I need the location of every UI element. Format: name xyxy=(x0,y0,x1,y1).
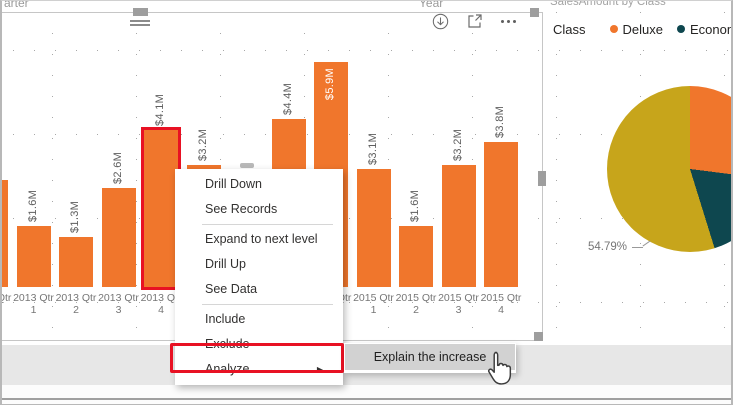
drill-down-icon[interactable] xyxy=(432,13,449,30)
bar-data-label: $3.1M xyxy=(366,132,379,165)
bar-data-label: $3.8M xyxy=(494,105,506,138)
bar-data-label: $5.9M xyxy=(324,67,336,100)
column-bar[interactable] xyxy=(101,187,136,287)
drag-grip-icon[interactable] xyxy=(130,24,150,26)
column-bar[interactable] xyxy=(144,130,178,287)
menu-item-drill-up[interactable]: Drill Up xyxy=(205,257,246,271)
context-menu: Drill Down See Records Expand to next leve… xyxy=(175,169,343,385)
bar-data-label: $3.2M xyxy=(196,128,209,161)
menu-item-analyze[interactable]: Analyze ▶ xyxy=(175,357,343,382)
bottom-chrome xyxy=(2,385,731,404)
x-axis-tick: 2013 Qtr 3 xyxy=(98,292,139,316)
legend-dot-icon xyxy=(609,25,618,33)
bar-data-label: $1.3M xyxy=(69,201,81,234)
menu-divider xyxy=(202,304,333,305)
menu-item-see-data[interactable]: See Data xyxy=(205,282,258,296)
x-axis-tick: 2013 Qtr 1 xyxy=(13,292,54,316)
column-bar[interactable] xyxy=(2,180,8,287)
cropped-text-quarter: arter xyxy=(4,0,29,10)
menu-divider xyxy=(202,224,333,225)
cropped-text-year: Year xyxy=(419,0,444,10)
drag-grip-icon[interactable] xyxy=(130,20,150,22)
menu-item-include[interactable]: Include xyxy=(205,312,246,326)
submenu-arrow-icon: ▶ xyxy=(316,365,323,374)
hidden-bar-top-sliver xyxy=(240,163,254,168)
menu-item-drill-down[interactable]: Drill Down xyxy=(205,177,262,191)
context-submenu: Explain the increase xyxy=(344,343,516,373)
resize-handle-right[interactable] xyxy=(538,171,546,186)
bar-data-label: $3.2M xyxy=(451,128,464,161)
x-axis-tick: 2015 Qtr 1 xyxy=(353,292,394,316)
legend-entry[interactable]: Deluxe xyxy=(622,21,663,37)
column-bar[interactable] xyxy=(484,141,518,287)
hand-cursor-icon xyxy=(483,350,515,393)
x-axis-tick: 2013 Qtr 2 xyxy=(55,292,97,316)
menu-item-see-records[interactable]: See Records xyxy=(205,202,278,216)
legend-field-label: Class xyxy=(553,21,586,37)
x-axis-tick: 2015 Qtr 4 xyxy=(480,292,522,316)
resize-handle-bottom-right[interactable] xyxy=(534,332,543,341)
column-bar[interactable] xyxy=(441,164,476,287)
column-bar[interactable] xyxy=(16,225,51,287)
menu-item-exclude[interactable]: Exclude xyxy=(205,337,250,351)
pie-label-callout-line xyxy=(632,247,643,248)
visual-border-top xyxy=(2,12,543,13)
pie-chart-title: SalesAmount by Class xyxy=(550,0,666,8)
bar-data-label: $2.6M xyxy=(111,151,124,184)
column-bar[interactable] xyxy=(399,225,433,287)
menu-item-expand-to-next-level[interactable]: Expand to next level xyxy=(205,232,318,246)
bar-data-label: $4.1M xyxy=(154,94,166,127)
x-axis-tick: 2013 Qtr 4 xyxy=(140,292,182,316)
legend-dot-icon xyxy=(676,25,685,33)
bar-data-label: $1.6M xyxy=(26,189,39,222)
pie-slice-percentage-label: 54.79% xyxy=(588,241,628,253)
resize-handle-top-right[interactable] xyxy=(530,8,539,17)
legend-entry[interactable]: Economy xyxy=(689,21,731,37)
x-axis-tick: 2015 Qtr 3 xyxy=(438,292,479,316)
x-axis-tick: 2015 Qtr 2 xyxy=(395,292,437,316)
menu-item-explain-the-increase[interactable]: Explain the increase xyxy=(345,344,515,370)
column-bar[interactable] xyxy=(356,168,391,287)
bar-data-label: $4.4M xyxy=(281,82,294,115)
more-options-icon[interactable] xyxy=(501,19,516,23)
pie-chart[interactable] xyxy=(607,86,731,252)
resize-handle-top[interactable] xyxy=(133,8,148,16)
bottom-divider xyxy=(2,398,731,400)
visual-header xyxy=(432,11,532,31)
bar-data-label: $1.6M xyxy=(409,189,421,222)
pie-legend: Class Deluxe Economy xyxy=(553,20,731,38)
focus-mode-icon[interactable] xyxy=(467,13,483,29)
column-bar[interactable] xyxy=(59,237,93,287)
